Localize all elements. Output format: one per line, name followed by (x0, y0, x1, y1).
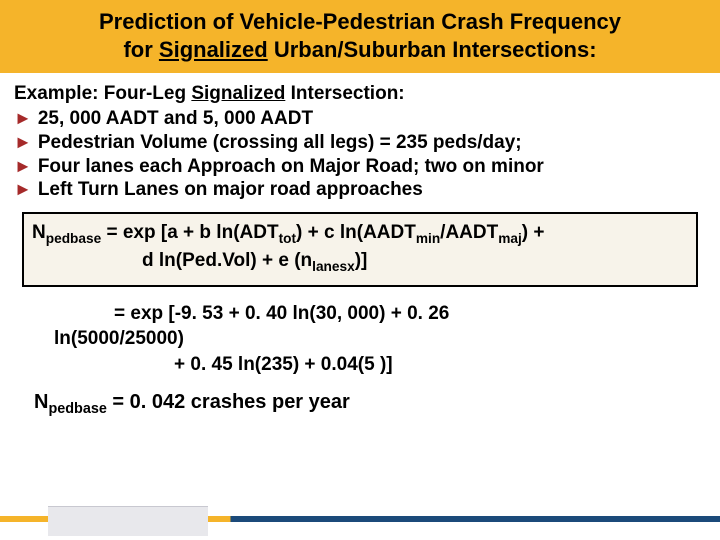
bullet-text: 25, 000 AADT and 5, 000 AADT (38, 107, 313, 131)
calc-line1: = exp [-9. 53 + 0. 40 ln(30, 000) + 0. 2… (114, 301, 706, 327)
formula-sub2: min (416, 231, 440, 246)
example-post: Intersection: (285, 83, 404, 104)
result-line: Npedbase = 0. 042 crashes per year (34, 391, 706, 417)
formula-line2: d ln(Ped.Vol) + e (nlanesx)] (32, 248, 688, 276)
result-text: = 0. 042 crashes per year (107, 391, 350, 413)
formula-line2-post: )] (355, 250, 368, 271)
bullet-row-3: ► Left Turn Lanes on major road approach… (14, 178, 706, 202)
formula-box: Npedbase = exp [a + b ln(ADTtot) + c ln(… (22, 212, 698, 287)
bullet-row-1: ► Pedestrian Volume (crossing all legs) … (14, 131, 706, 155)
formula-eq: = exp [a + b ln(ADT (101, 222, 278, 243)
formula-sub1: tot (279, 231, 296, 246)
formula-line2-sub: lanesx (312, 259, 355, 274)
formula-lhs-sub: pedbase (46, 231, 101, 246)
title-text: Prediction of Vehicle-Pedestrian Crash F… (10, 8, 710, 63)
bullet-text: Left Turn Lanes on major road approaches (38, 178, 423, 202)
formula-sub3: maj (498, 231, 522, 246)
bullet-row-2: ► Four lanes each Approach on Major Road… (14, 155, 706, 179)
example-underlined: Signalized (191, 83, 285, 104)
formula-part2: ) + c ln(AADT (296, 222, 416, 243)
formula-part4: ) + (522, 222, 545, 243)
title-line2-underlined: Signalized (159, 37, 268, 62)
formula-part3: /AADT (440, 222, 498, 243)
calculation-block: = exp [-9. 53 + 0. 40 ln(30, 000) + 0. 2… (114, 301, 706, 378)
footer-logo-placeholder (48, 506, 208, 536)
example-header: Example: Four-Leg Signalized Intersectio… (14, 83, 706, 105)
bullet-text: Pedestrian Volume (crossing all legs) = … (38, 131, 522, 155)
calc-line3: + 0. 45 ln(235) + 0.04(5 )] (174, 352, 706, 378)
bullet-text: Four lanes each Approach on Major Road; … (38, 155, 544, 179)
result-base: N (34, 391, 48, 413)
title-line2-pre: for (123, 37, 158, 62)
triangle-icon: ► (14, 178, 32, 201)
calc-line2: ln(5000/25000) (54, 326, 706, 352)
bullet-row-0: ► 25, 000 AADT and 5, 000 AADT (14, 107, 706, 131)
formula-line2-pre: d ln(Ped.Vol) + e (n (142, 250, 312, 271)
title-banner: Prediction of Vehicle-Pedestrian Crash F… (0, 0, 720, 73)
example-label: Example: Four-Leg (14, 83, 191, 104)
result-sub: pedbase (48, 401, 106, 417)
formula-lhs-base: N (32, 222, 46, 243)
formula-line1: Npedbase = exp [a + b ln(ADTtot) + c ln(… (32, 220, 688, 248)
triangle-icon: ► (14, 107, 32, 130)
title-line2-post: Urban/Suburban Intersections: (268, 37, 597, 62)
content-area: Example: Four-Leg Signalized Intersectio… (0, 73, 720, 417)
title-line1: Prediction of Vehicle-Pedestrian Crash F… (99, 9, 621, 34)
triangle-icon: ► (14, 131, 32, 154)
triangle-icon: ► (14, 155, 32, 178)
